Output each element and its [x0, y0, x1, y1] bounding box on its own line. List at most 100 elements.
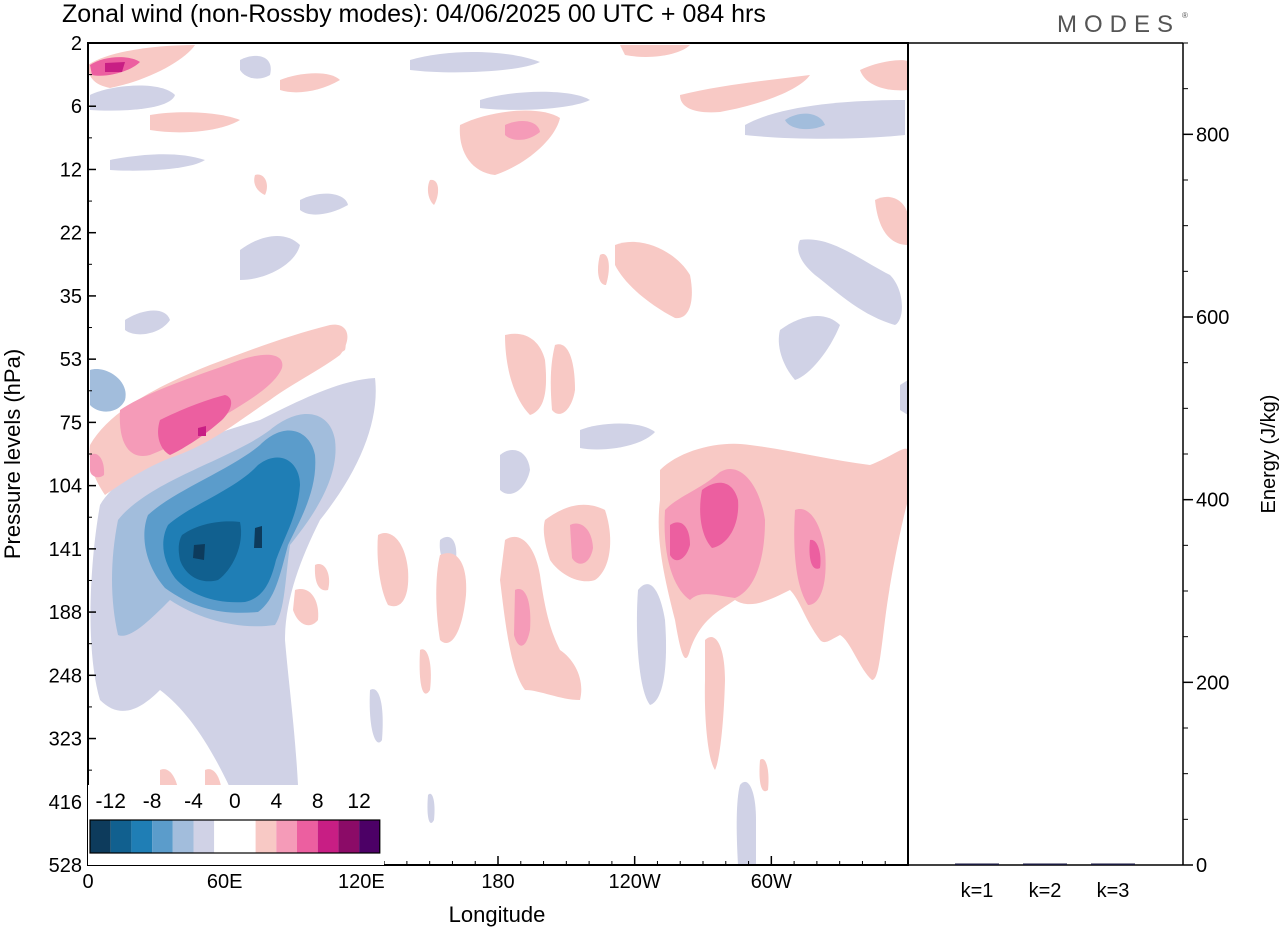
pos-center-7	[293, 589, 319, 626]
y-tick-label: 416	[49, 792, 82, 814]
pos-upper-8	[860, 60, 908, 91]
pos-upper-6	[680, 75, 810, 113]
energy-category-label: k=1	[961, 880, 994, 902]
energy-axis-label: Energy (J/kg)	[1258, 395, 1280, 514]
neg-lower-1	[636, 584, 667, 705]
energy-tick-label: 400	[1196, 490, 1229, 512]
y-tick-label: 323	[49, 729, 82, 751]
energy-categories: k=1 k=2 k=3	[961, 880, 1130, 902]
pos-contour-8	[158, 395, 232, 455]
pos-upper-7	[620, 45, 690, 57]
pos-upper-4	[459, 110, 560, 175]
y-tick-label: 104	[49, 476, 82, 498]
y-tick-label: 188	[49, 602, 82, 624]
energy-tick-label: 0	[1196, 855, 1207, 877]
colorbar-cell	[152, 820, 173, 853]
pos-lower-pink-6	[809, 539, 821, 569]
colorbar-label: -4	[184, 790, 203, 813]
colorbar-label: 0	[229, 790, 241, 813]
neg-upper-6	[240, 55, 271, 79]
pos-mid-4	[550, 344, 575, 414]
pos-center-2	[570, 523, 593, 564]
x-axis-label: Longitude	[449, 902, 546, 927]
colorbar-frame	[89, 819, 381, 854]
x-tick-label: 0	[82, 871, 93, 893]
neg-west-patch	[90, 369, 126, 412]
neg-upper-2	[745, 100, 905, 139]
y-tick-label: 22	[60, 223, 82, 245]
pos-center-9	[704, 636, 725, 770]
colorbar-label: 4	[270, 790, 282, 813]
neg-contour-12	[178, 521, 242, 582]
y-tick-label: 75	[60, 412, 82, 434]
pos-center-5	[436, 553, 467, 643]
colorbar-cell	[131, 820, 153, 853]
y-tick-label: 141	[49, 539, 82, 561]
colorbar-cell	[214, 820, 235, 853]
colorbar-label: -12	[96, 790, 126, 813]
neg-mid-1	[240, 235, 300, 280]
pos-mid-6	[427, 179, 439, 205]
colorbar-cell	[276, 820, 297, 853]
neg-upper-1	[90, 85, 175, 111]
pos-west-edge	[90, 453, 105, 478]
colorbar-cell	[90, 820, 111, 853]
pos-core-75	[198, 426, 206, 436]
pos-center-8	[314, 564, 330, 591]
neg-lower-4	[369, 689, 383, 743]
y-tick-label: 528	[49, 855, 82, 877]
neg-lower-2	[736, 781, 756, 865]
pos-center-3	[500, 536, 582, 700]
energy-bar	[1023, 863, 1067, 865]
y-tick-label: 6	[71, 96, 82, 118]
pos-mid-3	[505, 333, 547, 415]
energy-tick-label: 800	[1196, 124, 1229, 146]
chart-title: Zonal wind (non-Rossby modes): 04/06/202…	[62, 0, 766, 28]
wind-field	[88, 45, 908, 865]
neg-upper-5	[480, 91, 590, 110]
colorbar-label: 8	[312, 790, 324, 813]
y-tick-label: 12	[60, 159, 82, 181]
x-tick-label: 60E	[207, 871, 243, 893]
pos-center-10	[419, 649, 431, 694]
energy-category-label: k=2	[1029, 880, 1062, 902]
colorbar-labels: -12 -8 -4 0 4 8 12	[96, 790, 371, 813]
neg-upper-4	[410, 51, 540, 73]
pos-center-4	[514, 589, 531, 646]
energy-bar	[955, 863, 999, 865]
pos-center-6	[377, 533, 409, 607]
neg-lower-3	[427, 793, 435, 823]
colorbar-cell	[110, 820, 132, 853]
colorbar-cell	[359, 820, 380, 853]
pos-mid-1	[615, 241, 692, 319]
neg-right-1	[798, 239, 902, 325]
pos-upper-9	[150, 112, 240, 133]
neg-center-2	[580, 423, 655, 450]
colorbar-cells	[89, 819, 381, 854]
energy-bar	[1091, 863, 1135, 865]
energy-category-label: k=3	[1097, 880, 1130, 902]
positive-contours	[88, 45, 908, 831]
pos-mid-8	[254, 174, 267, 195]
pos-upper-10	[280, 73, 340, 93]
colorbar-label: 12	[347, 790, 370, 813]
pos-lower-pink-4	[670, 522, 690, 561]
x-tick-label: 120E	[338, 871, 385, 893]
neg-core	[193, 526, 262, 560]
y-tick-label: 35	[60, 286, 82, 308]
colorbar-label: -8	[143, 790, 162, 813]
colorbar-cell	[255, 820, 277, 853]
colorbar-cell	[338, 820, 360, 853]
colorbar-cell	[172, 820, 194, 853]
colorbar-cell	[234, 820, 256, 853]
pos-lower-pink-3	[700, 482, 739, 548]
pos-upper-1	[88, 45, 195, 88]
negative-contours	[90, 51, 908, 865]
x-tick-label: 180	[481, 871, 514, 893]
neg-upper-7	[110, 154, 205, 171]
y-tick-label: 53	[60, 349, 82, 371]
energy-tick-label: 200	[1196, 672, 1229, 694]
y-tick-label: 2	[71, 33, 82, 55]
neg-upper-3	[785, 113, 825, 130]
